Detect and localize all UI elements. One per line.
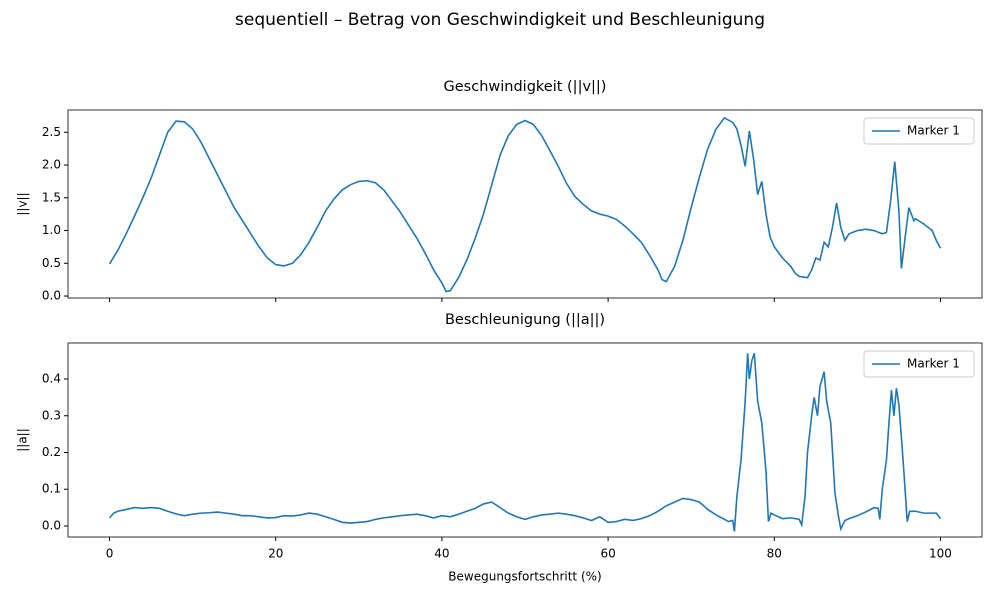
legend-box: [863, 117, 975, 145]
y-tick-label: 0.4: [42, 372, 61, 386]
legend-label: Marker 1: [907, 124, 960, 138]
axes-frame: [67, 342, 983, 538]
x-axis-label: Bewegungsfortschritt (%): [448, 570, 601, 584]
x-tick-label: 0: [106, 547, 114, 561]
axes-frame: [67, 109, 983, 299]
y-tick-label: 0.5: [42, 256, 61, 270]
y-tick-label: 1.0: [42, 223, 61, 237]
y-tick-label: 0.2: [42, 445, 61, 459]
y-tick-label: 0.0: [42, 518, 61, 532]
x-tick-label: 20: [268, 547, 283, 561]
line-series: [108, 116, 942, 293]
x-tick-label: 40: [434, 547, 449, 561]
y-tick-label: 2.0: [42, 158, 61, 172]
axes-title: Geschwindigkeit (||v||): [444, 79, 607, 95]
x-tick-label: 80: [767, 547, 782, 561]
line-series: [108, 353, 942, 532]
x-tick-label: 100: [929, 547, 952, 561]
y-axis-label: ||v||: [16, 192, 30, 215]
legend-label: Marker 1: [907, 357, 960, 371]
y-axis-label: ||a||: [16, 428, 30, 452]
figure-title: sequentiell – Betrag von Geschwindigkeit…: [235, 10, 765, 30]
legend-box: [863, 350, 975, 378]
y-tick-label: 2.5: [42, 125, 61, 139]
x-tick-label: 60: [600, 547, 615, 561]
y-tick-label: 0.1: [42, 482, 61, 496]
y-tick-label: 0.0: [42, 289, 61, 303]
y-tick-label: 0.3: [42, 408, 61, 422]
axes-title: Beschleunigung (||a||): [445, 312, 605, 328]
y-tick-label: 1.5: [42, 190, 61, 204]
